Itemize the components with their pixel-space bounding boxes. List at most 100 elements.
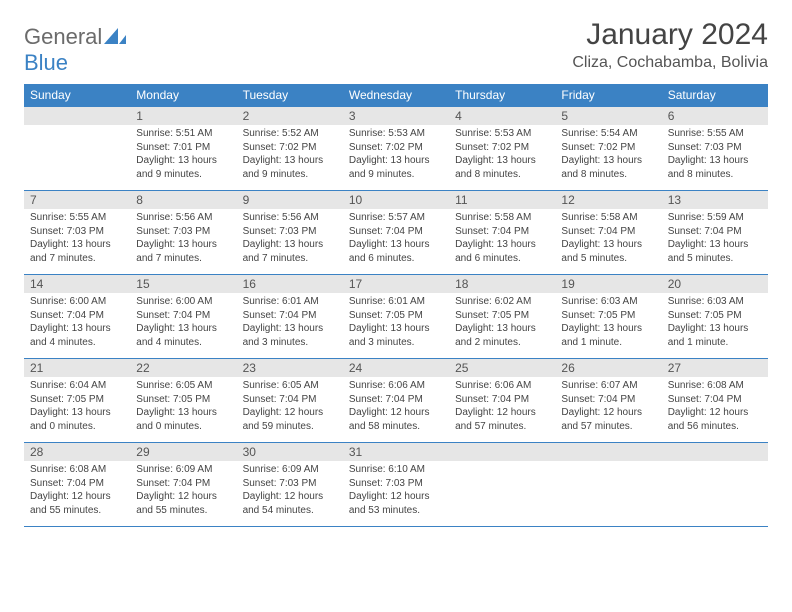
day-number: 28 bbox=[24, 443, 130, 461]
calendar-week: 21Sunrise: 6:04 AMSunset: 7:05 PMDayligh… bbox=[24, 359, 768, 443]
logo-part2: Blue bbox=[24, 50, 68, 75]
calendar-cell: 14Sunrise: 6:00 AMSunset: 7:04 PMDayligh… bbox=[24, 275, 130, 359]
calendar-cell: 15Sunrise: 6:00 AMSunset: 7:04 PMDayligh… bbox=[130, 275, 236, 359]
day-number: 12 bbox=[555, 191, 661, 209]
day-header-row: SundayMondayTuesdayWednesdayThursdayFrid… bbox=[24, 84, 768, 107]
day-content: Sunrise: 5:55 AMSunset: 7:03 PMDaylight:… bbox=[662, 125, 768, 185]
day-number: 19 bbox=[555, 275, 661, 293]
day-content: Sunrise: 5:53 AMSunset: 7:02 PMDaylight:… bbox=[449, 125, 555, 185]
day-content: Sunrise: 5:56 AMSunset: 7:03 PMDaylight:… bbox=[237, 209, 343, 269]
calendar-cell: 27Sunrise: 6:08 AMSunset: 7:04 PMDayligh… bbox=[662, 359, 768, 443]
day-number: 2 bbox=[237, 107, 343, 125]
day-number-empty bbox=[555, 443, 661, 461]
calendar-cell: 4Sunrise: 5:53 AMSunset: 7:02 PMDaylight… bbox=[449, 107, 555, 191]
calendar-cell: 3Sunrise: 5:53 AMSunset: 7:02 PMDaylight… bbox=[343, 107, 449, 191]
day-content: Sunrise: 6:06 AMSunset: 7:04 PMDaylight:… bbox=[449, 377, 555, 437]
day-content: Sunrise: 6:05 AMSunset: 7:05 PMDaylight:… bbox=[130, 377, 236, 437]
calendar-cell: 17Sunrise: 6:01 AMSunset: 7:05 PMDayligh… bbox=[343, 275, 449, 359]
calendar-cell: 11Sunrise: 5:58 AMSunset: 7:04 PMDayligh… bbox=[449, 191, 555, 275]
day-content: Sunrise: 6:06 AMSunset: 7:04 PMDaylight:… bbox=[343, 377, 449, 437]
day-number: 24 bbox=[343, 359, 449, 377]
day-number: 27 bbox=[662, 359, 768, 377]
calendar-body: 1Sunrise: 5:51 AMSunset: 7:01 PMDaylight… bbox=[24, 107, 768, 527]
logo-text: General Blue bbox=[24, 24, 126, 76]
day-number: 17 bbox=[343, 275, 449, 293]
calendar-cell: 6Sunrise: 5:55 AMSunset: 7:03 PMDaylight… bbox=[662, 107, 768, 191]
day-number: 14 bbox=[24, 275, 130, 293]
day-number: 15 bbox=[130, 275, 236, 293]
calendar-cell: 20Sunrise: 6:03 AMSunset: 7:05 PMDayligh… bbox=[662, 275, 768, 359]
calendar-cell bbox=[24, 107, 130, 191]
day-number: 5 bbox=[555, 107, 661, 125]
sail-icon bbox=[104, 28, 126, 49]
calendar-cell: 31Sunrise: 6:10 AMSunset: 7:03 PMDayligh… bbox=[343, 443, 449, 527]
calendar-cell bbox=[662, 443, 768, 527]
calendar-cell: 16Sunrise: 6:01 AMSunset: 7:04 PMDayligh… bbox=[237, 275, 343, 359]
day-content: Sunrise: 6:10 AMSunset: 7:03 PMDaylight:… bbox=[343, 461, 449, 521]
day-number: 6 bbox=[662, 107, 768, 125]
calendar-cell: 10Sunrise: 5:57 AMSunset: 7:04 PMDayligh… bbox=[343, 191, 449, 275]
day-content: Sunrise: 6:03 AMSunset: 7:05 PMDaylight:… bbox=[555, 293, 661, 353]
calendar-week: 7Sunrise: 5:55 AMSunset: 7:03 PMDaylight… bbox=[24, 191, 768, 275]
calendar-table: SundayMondayTuesdayWednesdayThursdayFrid… bbox=[24, 84, 768, 527]
day-content: Sunrise: 6:08 AMSunset: 7:04 PMDaylight:… bbox=[662, 377, 768, 437]
calendar-week: 14Sunrise: 6:00 AMSunset: 7:04 PMDayligh… bbox=[24, 275, 768, 359]
calendar-cell: 29Sunrise: 6:09 AMSunset: 7:04 PMDayligh… bbox=[130, 443, 236, 527]
day-number: 9 bbox=[237, 191, 343, 209]
day-content: Sunrise: 6:08 AMSunset: 7:04 PMDaylight:… bbox=[24, 461, 130, 521]
calendar-cell: 30Sunrise: 6:09 AMSunset: 7:03 PMDayligh… bbox=[237, 443, 343, 527]
day-number: 30 bbox=[237, 443, 343, 461]
day-content: Sunrise: 6:09 AMSunset: 7:04 PMDaylight:… bbox=[130, 461, 236, 521]
day-content: Sunrise: 6:02 AMSunset: 7:05 PMDaylight:… bbox=[449, 293, 555, 353]
title-block: January 2024 Cliza, Cochabamba, Bolivia bbox=[572, 18, 768, 72]
day-number: 22 bbox=[130, 359, 236, 377]
calendar-cell: 24Sunrise: 6:06 AMSunset: 7:04 PMDayligh… bbox=[343, 359, 449, 443]
day-header: Sunday bbox=[24, 84, 130, 107]
day-content: Sunrise: 6:05 AMSunset: 7:04 PMDaylight:… bbox=[237, 377, 343, 437]
day-header: Friday bbox=[555, 84, 661, 107]
calendar-week: 1Sunrise: 5:51 AMSunset: 7:01 PMDaylight… bbox=[24, 107, 768, 191]
day-number: 16 bbox=[237, 275, 343, 293]
day-number: 1 bbox=[130, 107, 236, 125]
calendar-cell: 13Sunrise: 5:59 AMSunset: 7:04 PMDayligh… bbox=[662, 191, 768, 275]
header: General Blue January 2024 Cliza, Cochaba… bbox=[24, 18, 768, 76]
day-number-empty bbox=[449, 443, 555, 461]
day-content: Sunrise: 5:53 AMSunset: 7:02 PMDaylight:… bbox=[343, 125, 449, 185]
calendar-cell bbox=[449, 443, 555, 527]
calendar-cell: 23Sunrise: 6:05 AMSunset: 7:04 PMDayligh… bbox=[237, 359, 343, 443]
day-content: Sunrise: 5:59 AMSunset: 7:04 PMDaylight:… bbox=[662, 209, 768, 269]
calendar-cell: 18Sunrise: 6:02 AMSunset: 7:05 PMDayligh… bbox=[449, 275, 555, 359]
day-number: 20 bbox=[662, 275, 768, 293]
day-number: 29 bbox=[130, 443, 236, 461]
day-number: 11 bbox=[449, 191, 555, 209]
day-content: Sunrise: 6:00 AMSunset: 7:04 PMDaylight:… bbox=[130, 293, 236, 353]
logo-part1: General bbox=[24, 24, 102, 49]
day-number: 13 bbox=[662, 191, 768, 209]
calendar-cell: 22Sunrise: 6:05 AMSunset: 7:05 PMDayligh… bbox=[130, 359, 236, 443]
day-content: Sunrise: 5:58 AMSunset: 7:04 PMDaylight:… bbox=[449, 209, 555, 269]
calendar-cell: 28Sunrise: 6:08 AMSunset: 7:04 PMDayligh… bbox=[24, 443, 130, 527]
day-number: 23 bbox=[237, 359, 343, 377]
day-number-empty bbox=[24, 107, 130, 125]
location: Cliza, Cochabamba, Bolivia bbox=[572, 54, 768, 72]
calendar-cell: 26Sunrise: 6:07 AMSunset: 7:04 PMDayligh… bbox=[555, 359, 661, 443]
calendar-cell: 1Sunrise: 5:51 AMSunset: 7:01 PMDaylight… bbox=[130, 107, 236, 191]
day-content: Sunrise: 6:04 AMSunset: 7:05 PMDaylight:… bbox=[24, 377, 130, 437]
day-content: Sunrise: 6:01 AMSunset: 7:04 PMDaylight:… bbox=[237, 293, 343, 353]
day-content: Sunrise: 6:01 AMSunset: 7:05 PMDaylight:… bbox=[343, 293, 449, 353]
day-number: 21 bbox=[24, 359, 130, 377]
day-content: Sunrise: 5:58 AMSunset: 7:04 PMDaylight:… bbox=[555, 209, 661, 269]
calendar-cell: 2Sunrise: 5:52 AMSunset: 7:02 PMDaylight… bbox=[237, 107, 343, 191]
day-number: 10 bbox=[343, 191, 449, 209]
day-number: 18 bbox=[449, 275, 555, 293]
calendar-week: 28Sunrise: 6:08 AMSunset: 7:04 PMDayligh… bbox=[24, 443, 768, 527]
day-content: Sunrise: 5:57 AMSunset: 7:04 PMDaylight:… bbox=[343, 209, 449, 269]
day-header: Monday bbox=[130, 84, 236, 107]
calendar-cell: 8Sunrise: 5:56 AMSunset: 7:03 PMDaylight… bbox=[130, 191, 236, 275]
calendar-cell: 9Sunrise: 5:56 AMSunset: 7:03 PMDaylight… bbox=[237, 191, 343, 275]
day-content: Sunrise: 5:52 AMSunset: 7:02 PMDaylight:… bbox=[237, 125, 343, 185]
calendar-cell: 7Sunrise: 5:55 AMSunset: 7:03 PMDaylight… bbox=[24, 191, 130, 275]
calendar-cell: 25Sunrise: 6:06 AMSunset: 7:04 PMDayligh… bbox=[449, 359, 555, 443]
day-number: 3 bbox=[343, 107, 449, 125]
calendar-cell: 12Sunrise: 5:58 AMSunset: 7:04 PMDayligh… bbox=[555, 191, 661, 275]
